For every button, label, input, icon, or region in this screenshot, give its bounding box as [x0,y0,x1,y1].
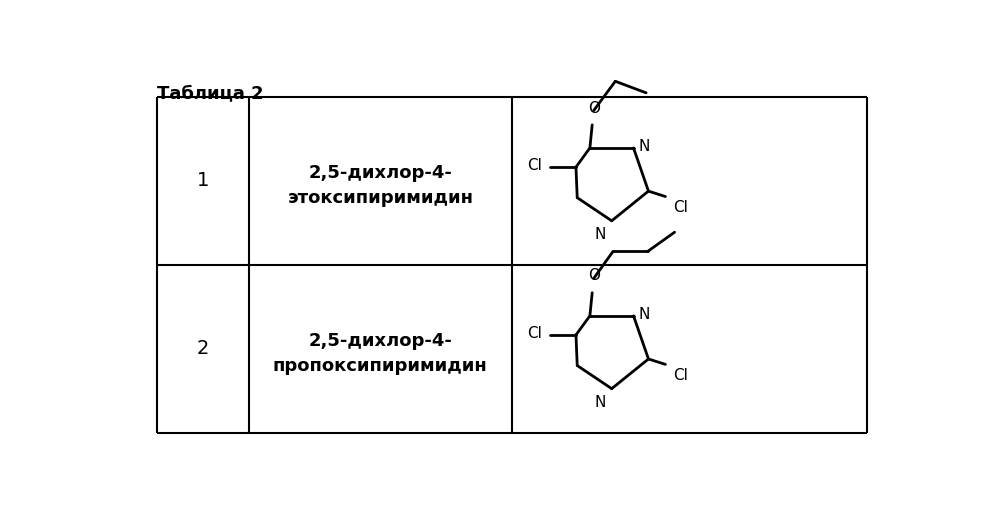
Text: N: N [638,139,649,154]
Text: 1: 1 [197,172,209,190]
Text: O: O [587,100,599,116]
Text: Cl: Cl [527,158,542,173]
Text: 2,5-дихлор-4-: 2,5-дихлор-4- [309,332,453,350]
Text: 2,5-дихлор-4-: 2,5-дихлор-4- [309,164,453,182]
Text: Cl: Cl [673,200,688,216]
Text: Таблица 2: Таблица 2 [157,84,264,102]
Text: O: O [587,269,599,284]
Text: этоксипиримидин: этоксипиримидин [288,189,474,207]
Text: N: N [594,395,605,410]
Text: пропоксипиримидин: пропоксипиримидин [273,356,488,374]
Text: N: N [638,307,649,322]
Text: 2: 2 [197,339,209,358]
Text: Cl: Cl [673,368,688,383]
Text: Cl: Cl [527,326,542,341]
Text: N: N [594,227,605,242]
